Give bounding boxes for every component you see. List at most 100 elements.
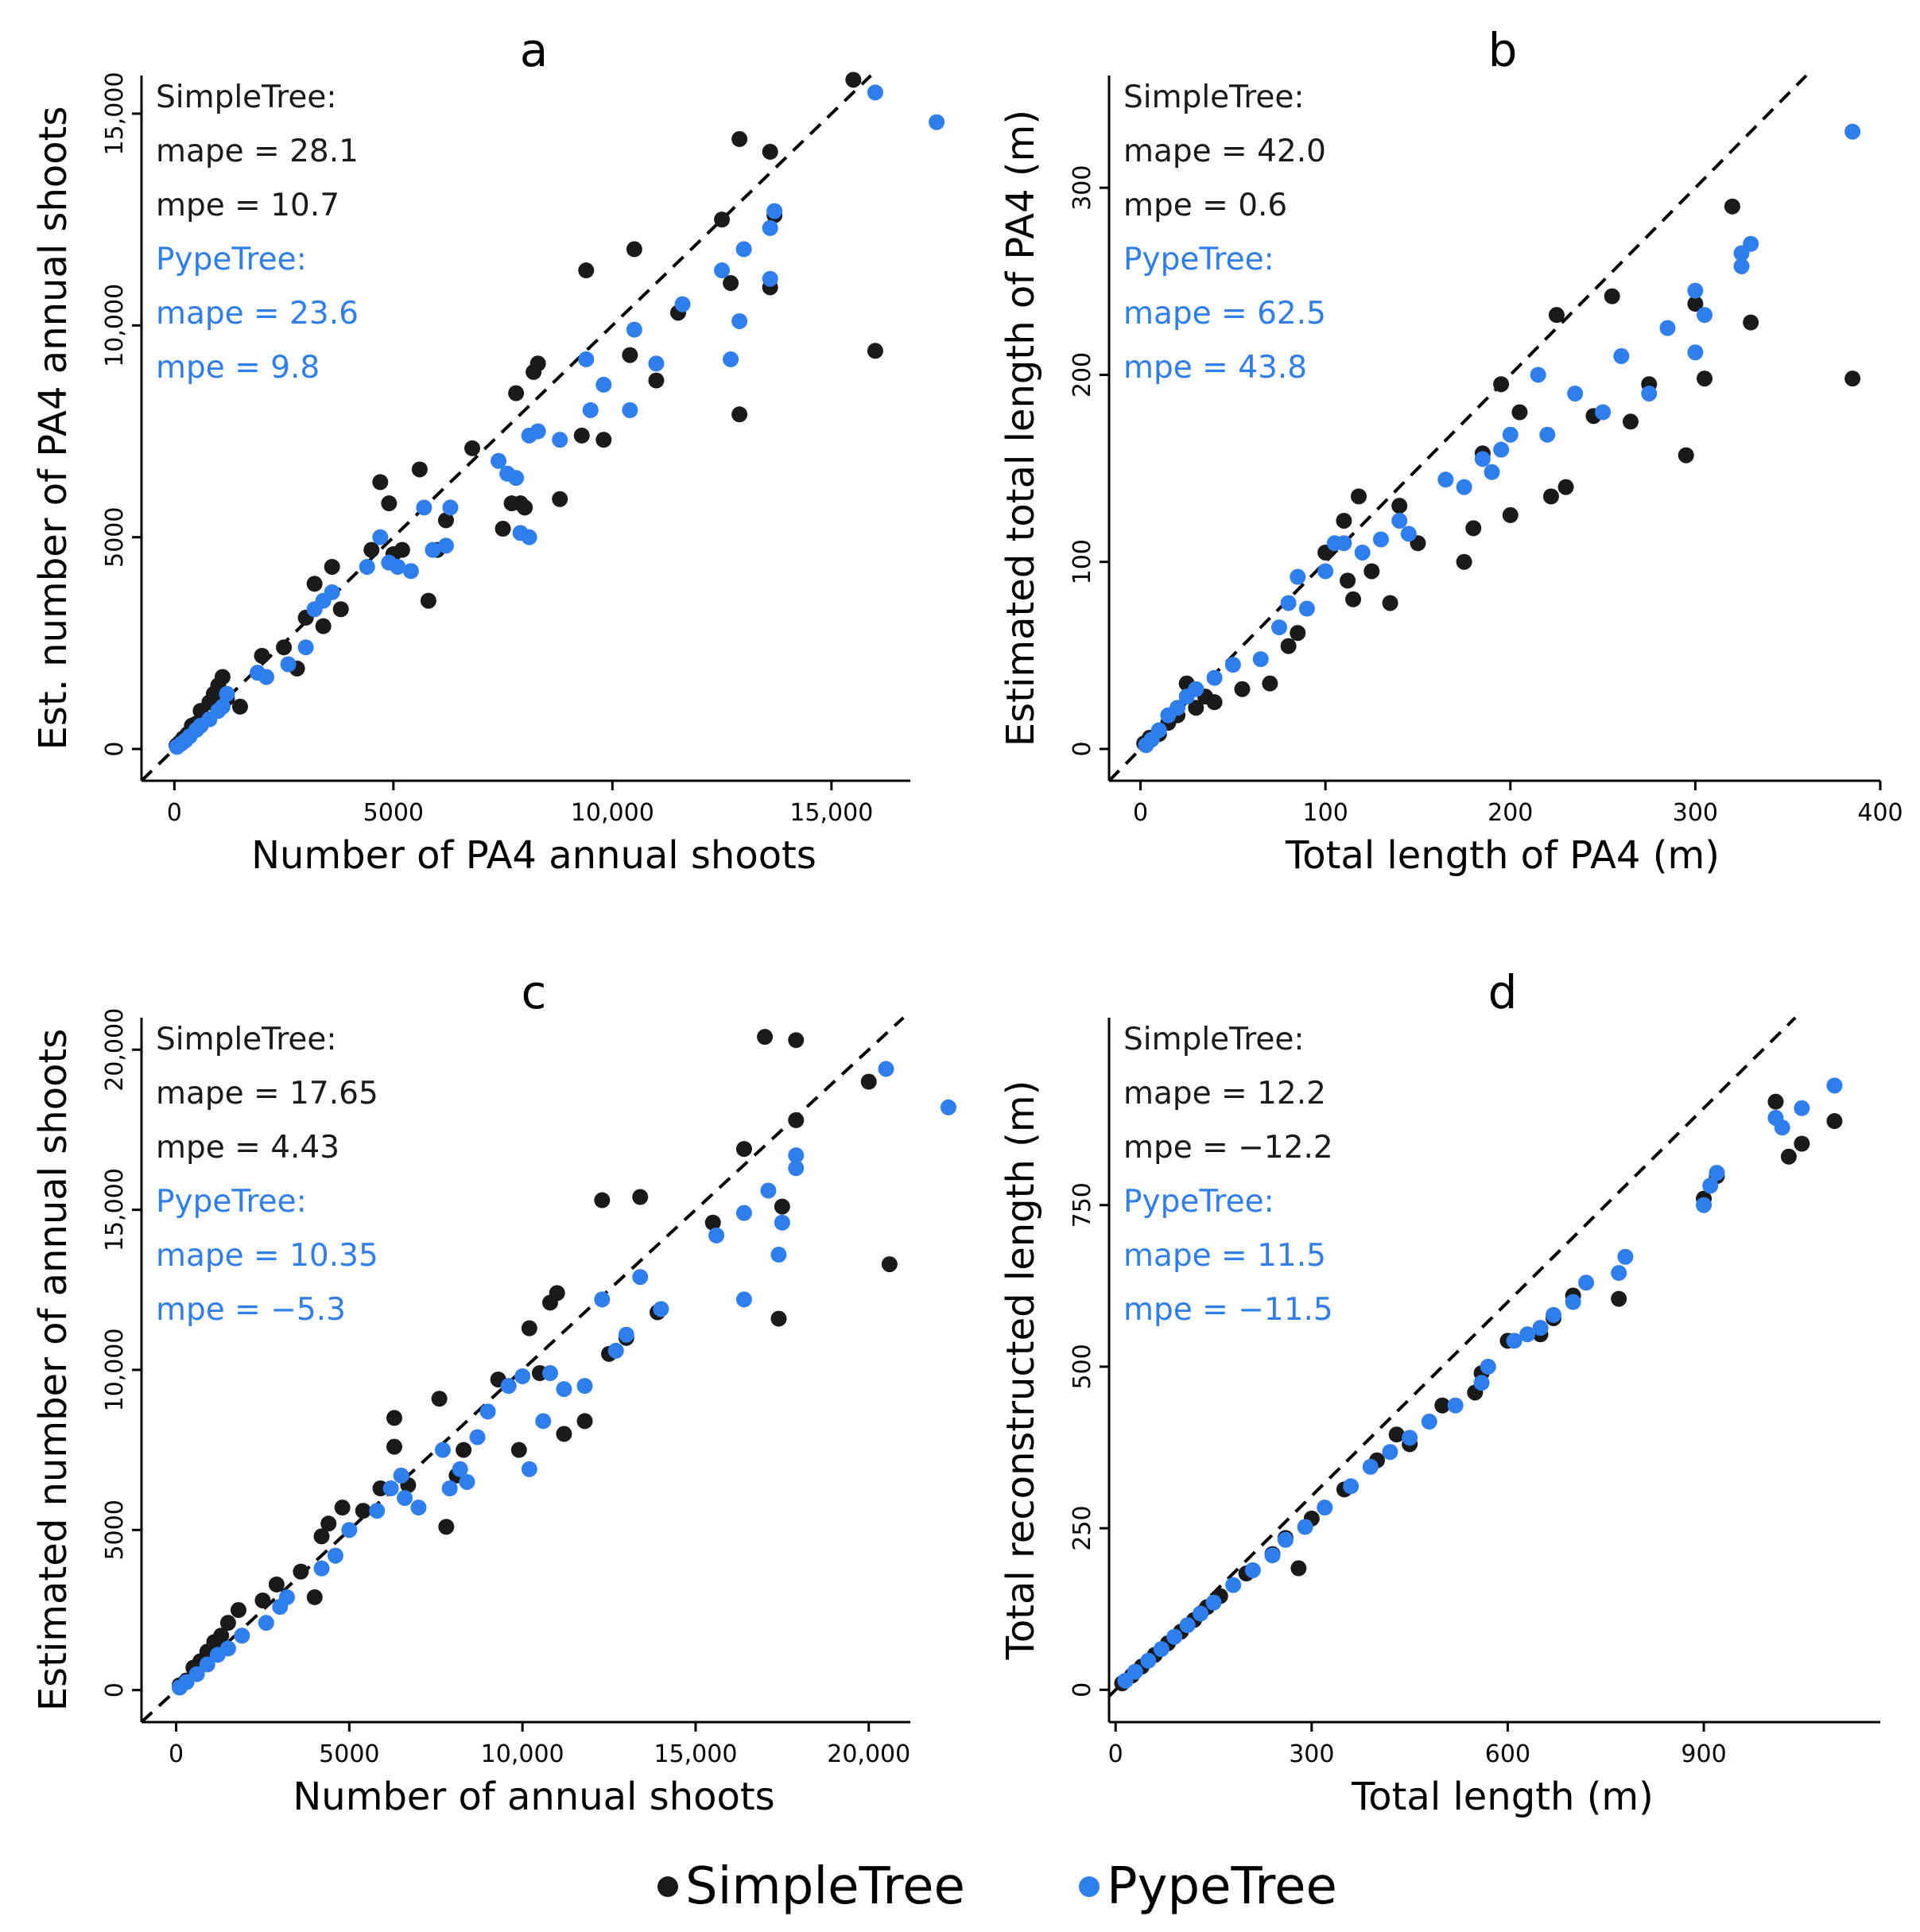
stat-line: PypeTree: — [1123, 1184, 1274, 1220]
data-point — [1659, 320, 1676, 336]
data-point — [757, 1029, 774, 1046]
data-point — [1493, 441, 1510, 458]
data-point — [425, 541, 441, 558]
legend-item: SimpleTree — [657, 1857, 965, 1916]
data-point — [1697, 370, 1713, 387]
data-point — [390, 558, 406, 575]
data-point — [441, 1480, 458, 1497]
data-point — [1188, 700, 1204, 716]
x-tick-label: 900 — [1681, 1740, 1726, 1768]
data-point — [1617, 1248, 1634, 1265]
x-tick-label: 0 — [1133, 799, 1148, 827]
data-point — [867, 84, 883, 101]
data-point — [1277, 1531, 1294, 1548]
data-point — [1391, 498, 1408, 514]
data-point — [578, 351, 595, 367]
data-point — [234, 1627, 250, 1644]
data-point — [1206, 669, 1223, 686]
legend-label: PypeTree — [1107, 1857, 1337, 1916]
identity-line — [1109, 1016, 1797, 1697]
data-point — [1743, 314, 1759, 331]
data-point — [1545, 1306, 1561, 1323]
y-tick-label: 15,000 — [101, 1168, 129, 1251]
stat-line: SimpleTree: — [156, 80, 337, 115]
data-point — [219, 685, 235, 702]
series-pypetree — [171, 1061, 956, 1696]
data-point — [1709, 1165, 1725, 1181]
stat-line: mpe = −5.3 — [156, 1292, 346, 1328]
y-tick-label: 0 — [1069, 1682, 1096, 1697]
data-point — [320, 1515, 337, 1532]
data-point — [1611, 1290, 1627, 1307]
data-point — [578, 262, 595, 279]
data-point — [1532, 1320, 1549, 1336]
data-point — [1474, 451, 1491, 467]
data-point — [1465, 520, 1482, 537]
x-axis-title: Number of PA4 annual shoots — [251, 833, 816, 878]
data-point — [648, 355, 665, 372]
panel-d: d 0 300 600 900 0 250 500 750 Total length (m) Tot… — [999, 965, 1880, 1819]
data-point — [1473, 1375, 1490, 1391]
data-point — [313, 1560, 330, 1577]
data-point — [1565, 1294, 1581, 1310]
data-point — [372, 474, 389, 491]
data-point — [324, 558, 340, 575]
data-point — [774, 1214, 790, 1231]
x-tick-label: 5000 — [363, 799, 424, 827]
data-point — [622, 402, 638, 418]
data-point — [1548, 307, 1565, 324]
panel-letter: a — [520, 23, 549, 77]
data-point — [355, 1503, 371, 1519]
data-point — [1388, 1426, 1405, 1443]
data-point — [1402, 1430, 1418, 1446]
data-point — [595, 376, 612, 393]
data-point — [1244, 1562, 1261, 1578]
data-point — [1578, 1274, 1595, 1291]
data-point — [1262, 675, 1278, 692]
data-point — [867, 343, 883, 359]
data-point — [1206, 694, 1223, 711]
data-point — [495, 521, 511, 537]
stat-line: PypeTree: — [156, 242, 307, 277]
y-tick-label: 10,000 — [101, 284, 129, 367]
y-tick-label: 0 — [101, 1682, 129, 1697]
data-point — [788, 1160, 805, 1177]
data-point — [258, 1615, 274, 1631]
stat-line: mpe = −12.2 — [1123, 1130, 1333, 1166]
data-point — [714, 211, 731, 228]
data-point — [595, 432, 612, 448]
data-point — [1166, 1628, 1183, 1645]
data-point — [653, 1301, 669, 1317]
stat-line: PypeTree: — [156, 1184, 307, 1220]
data-point — [402, 563, 419, 580]
data-point — [674, 296, 691, 312]
x-tick-label: 10,000 — [571, 799, 654, 827]
stat-line: mpe = 10.7 — [156, 188, 339, 223]
data-point — [1280, 595, 1297, 611]
data-point — [632, 1189, 649, 1205]
data-point — [438, 1519, 455, 1535]
y-tick-label: 5000 — [101, 506, 129, 567]
data-point — [1264, 1547, 1281, 1564]
data-point — [760, 1182, 777, 1199]
data-point — [774, 1198, 790, 1215]
data-point — [1421, 1414, 1437, 1430]
data-point — [1844, 123, 1861, 140]
data-point — [1780, 1148, 1797, 1165]
stat-line: mape = 28.1 — [156, 134, 359, 169]
x-tick-label: 15,000 — [789, 799, 873, 827]
data-point — [735, 1291, 752, 1308]
data-point — [254, 1592, 271, 1608]
data-point — [549, 1285, 565, 1302]
data-point — [626, 241, 642, 258]
x-tick-label: 0 — [169, 1740, 184, 1768]
data-point — [500, 1378, 517, 1395]
data-point — [382, 1480, 399, 1497]
data-point — [1400, 526, 1417, 542]
data-point — [860, 1073, 877, 1090]
x-tick-label: 100 — [1303, 799, 1348, 827]
stat-line: mape = 23.6 — [156, 296, 359, 332]
data-point — [556, 1381, 572, 1398]
y-tick-label: 200 — [1069, 352, 1096, 398]
data-point — [514, 1368, 531, 1385]
